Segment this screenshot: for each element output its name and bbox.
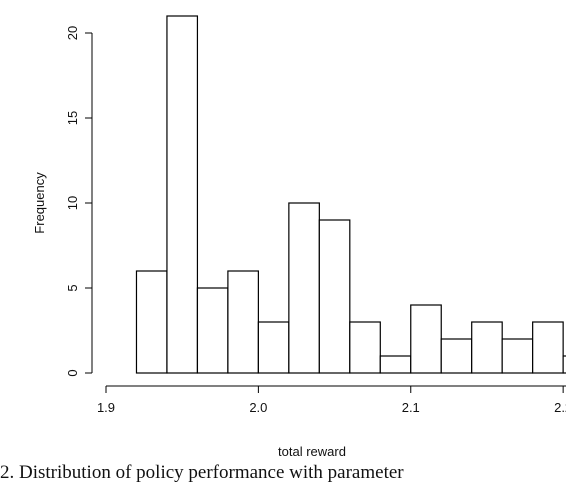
x-tick-label: 2.1 — [402, 400, 420, 415]
x-axis-label: total reward — [278, 444, 346, 459]
y-tick-label: 15 — [65, 111, 80, 125]
y-tick-label: 10 — [65, 196, 80, 210]
histogram-bar — [349, 321, 381, 374]
histogram-bar — [471, 321, 503, 374]
histogram-bar — [532, 321, 564, 374]
y-axis-label: Frequency — [32, 172, 47, 234]
histogram-bar — [318, 219, 351, 374]
y-tick-label: 5 — [65, 284, 80, 291]
x-tick-label: 1.9 — [97, 400, 115, 415]
histogram-bar — [440, 338, 473, 374]
x-tick-label: 2.2 — [554, 400, 566, 415]
y-tick-label: 0 — [65, 369, 80, 376]
histogram-bar — [288, 202, 320, 374]
x-tick-label: 2.0 — [249, 400, 267, 415]
histogram-bar — [257, 321, 290, 374]
x-axis: 1.92.02.12.22.32.4 — [97, 385, 566, 415]
y-tick-label: 20 — [65, 26, 80, 40]
figure-caption: 2. Distribution of policy performance wi… — [0, 462, 404, 483]
histogram-bar — [562, 355, 566, 374]
histogram-bar — [501, 338, 534, 374]
y-axis: 0 5 10 15 20 — [65, 26, 93, 377]
histogram-bar — [166, 15, 199, 374]
histogram-bar — [379, 355, 412, 374]
histogram-bar — [196, 287, 229, 374]
histogram-bar — [410, 304, 442, 374]
histogram-bar — [135, 270, 168, 374]
histogram-bar — [227, 270, 259, 374]
histogram-bars — [135, 15, 566, 374]
